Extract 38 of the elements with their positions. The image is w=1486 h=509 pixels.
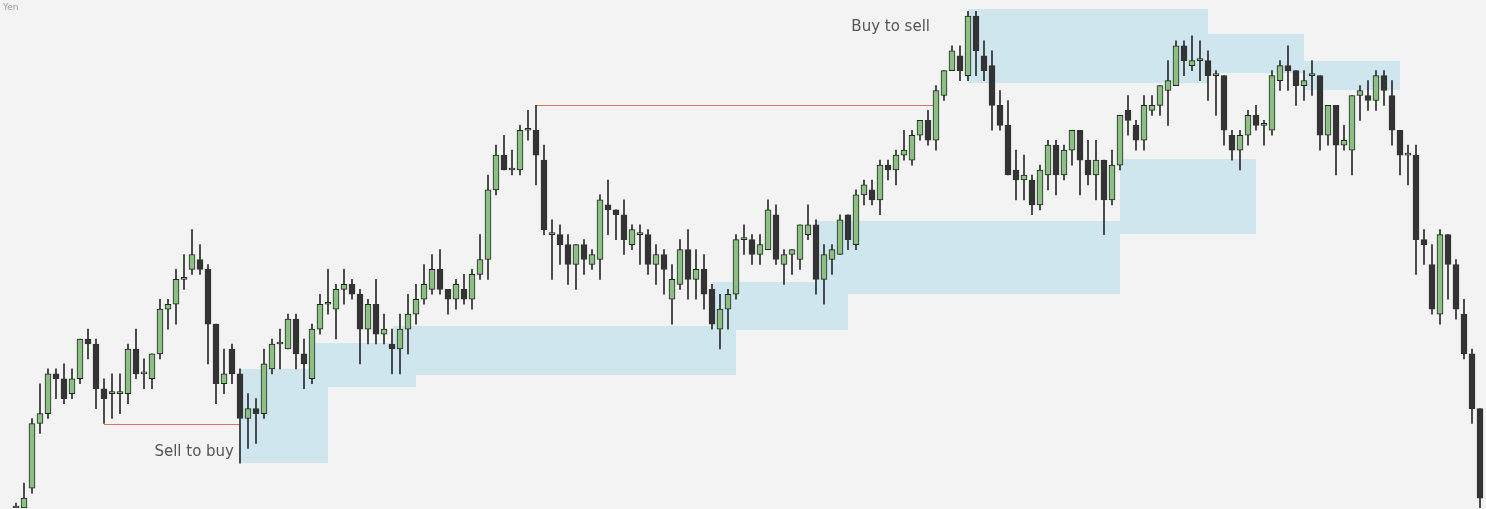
candlestick <box>180 254 188 290</box>
candlestick <box>1300 70 1308 101</box>
annotation: Buy to sell <box>851 17 930 36</box>
candlestick <box>612 209 620 240</box>
candlestick <box>740 224 748 255</box>
candlestick <box>340 269 348 305</box>
candlestick <box>52 368 60 399</box>
candlestick <box>1188 35 1196 71</box>
candlestick <box>1260 120 1268 146</box>
candlestick <box>140 358 148 390</box>
candlestick <box>524 110 532 141</box>
chart-title: Yen <box>3 2 19 12</box>
candlestick <box>1420 229 1428 265</box>
candlestick <box>324 269 332 315</box>
candlestick <box>1340 124 1348 151</box>
candlestick <box>1196 40 1204 81</box>
candlestick <box>788 249 796 275</box>
annotation: Sell to buy <box>154 442 235 461</box>
candlestick <box>1164 60 1172 126</box>
candlestick <box>692 249 700 300</box>
candlestick <box>1356 85 1364 121</box>
candlestick <box>1308 60 1316 96</box>
candlestick <box>108 373 116 419</box>
candlestick <box>252 398 260 444</box>
candlestick <box>244 393 252 449</box>
candlestick <box>100 378 108 424</box>
candlestick <box>164 298 172 330</box>
candlestick <box>1284 45 1292 91</box>
candlestick <box>1212 70 1220 116</box>
candlestick <box>116 373 124 414</box>
candlestick <box>548 219 556 280</box>
candlestick <box>556 224 564 265</box>
candlestick <box>36 383 44 434</box>
candlestick <box>1364 80 1372 111</box>
candlestick <box>652 244 660 285</box>
candlestick <box>1124 95 1132 136</box>
candlestick <box>636 224 644 265</box>
candlestick <box>220 348 228 395</box>
